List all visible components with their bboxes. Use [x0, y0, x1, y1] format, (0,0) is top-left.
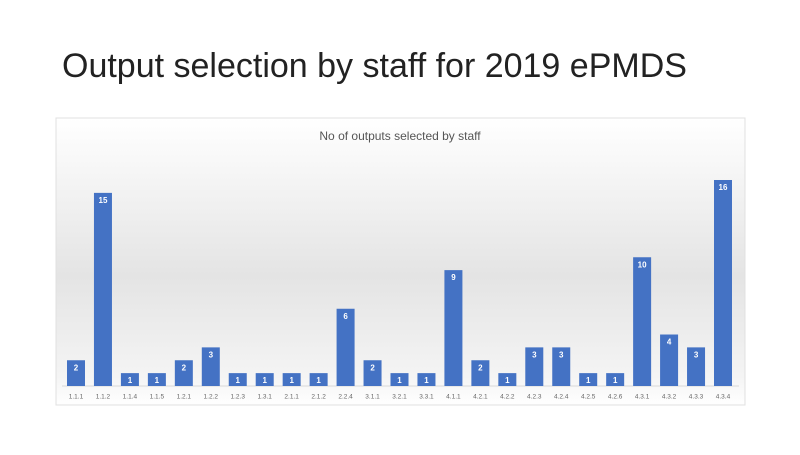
- chart-title: No of outputs selected by staff: [319, 129, 481, 143]
- bar: [525, 347, 544, 386]
- bar: [606, 373, 625, 386]
- value-label: 1: [397, 376, 402, 385]
- value-label: 2: [182, 363, 187, 372]
- bar: [174, 360, 193, 386]
- x-tick-label: 4.3.2: [662, 394, 677, 401]
- x-tick-label: 1.2.2: [204, 394, 219, 401]
- x-tick-label: 4.2.4: [554, 394, 569, 401]
- chart-area: [55, 117, 746, 406]
- x-tick-label: 1.2.3: [231, 394, 246, 401]
- value-label: 3: [209, 350, 214, 359]
- x-tick-label: 1.1.2: [96, 394, 111, 401]
- bar: [498, 373, 517, 386]
- bar: [363, 360, 382, 386]
- bar: [417, 373, 436, 386]
- value-label: 2: [370, 363, 375, 372]
- bar: [282, 373, 301, 386]
- x-tick-label: 4.2.6: [608, 394, 623, 401]
- x-tick-label: 4.1.1: [446, 394, 461, 401]
- bar: [687, 347, 706, 386]
- bar: [444, 270, 463, 386]
- value-label: 16: [719, 183, 728, 192]
- value-label: 1: [128, 376, 133, 385]
- bar: [579, 373, 598, 386]
- bar: [201, 347, 220, 386]
- value-label: 4: [667, 338, 672, 347]
- x-tick-label: 3.3.1: [419, 394, 434, 401]
- value-label: 3: [559, 350, 564, 359]
- slide-title: Output selection by staff for 2019 ePMDS: [62, 47, 687, 85]
- x-tick-label: 4.2.1: [473, 394, 488, 401]
- value-label: 1: [316, 376, 321, 385]
- bar: [93, 192, 112, 386]
- x-tick-label: 3.2.1: [392, 394, 407, 401]
- bar: [552, 347, 571, 386]
- x-tick-label: 2.1.2: [311, 394, 326, 401]
- value-label: 1: [424, 376, 429, 385]
- value-label: 15: [99, 196, 108, 205]
- x-tick-label: 4.3.4: [716, 394, 731, 401]
- value-label: 2: [74, 363, 79, 372]
- bar: [660, 334, 679, 386]
- value-label: 2: [478, 363, 483, 372]
- bar: [120, 373, 139, 386]
- value-label: 1: [613, 376, 618, 385]
- x-tick-label: 4.3.1: [635, 394, 650, 401]
- x-tick-label: 1.1.4: [123, 394, 138, 401]
- x-tick-label: 1.3.1: [257, 394, 272, 401]
- x-tick-label: 4.2.2: [500, 394, 515, 401]
- value-label: 1: [155, 376, 160, 385]
- bar: [255, 373, 274, 386]
- x-tick-label: 1.1.1: [69, 394, 84, 401]
- value-label: 1: [289, 376, 294, 385]
- x-tick-label: 1.2.1: [177, 394, 192, 401]
- bar: [336, 308, 355, 386]
- bar: [228, 373, 247, 386]
- value-label: 9: [451, 273, 456, 282]
- x-tick-label: 2.1.1: [284, 394, 299, 401]
- value-label: 1: [236, 376, 241, 385]
- bar: [390, 373, 409, 386]
- bar: [147, 373, 166, 386]
- bar: [633, 257, 652, 386]
- value-label: 1: [586, 376, 591, 385]
- value-label: 1: [262, 376, 267, 385]
- x-tick-label: 4.2.3: [527, 394, 542, 401]
- bar: [714, 180, 732, 386]
- value-label: 1: [505, 376, 510, 385]
- value-label: 3: [694, 350, 699, 359]
- x-tick-label: 4.3.3: [689, 394, 704, 401]
- x-tick-label: 3.1.1: [365, 394, 380, 401]
- value-label: 10: [638, 260, 647, 269]
- x-tick-label: 1.1.5: [150, 394, 165, 401]
- value-label: 6: [343, 312, 348, 321]
- bar: [67, 360, 85, 386]
- value-label: 3: [532, 350, 537, 359]
- bar: [309, 373, 328, 386]
- bar: [471, 360, 490, 386]
- x-tick-label: 4.2.5: [581, 394, 596, 401]
- x-tick-label: 2.2.4: [338, 394, 353, 401]
